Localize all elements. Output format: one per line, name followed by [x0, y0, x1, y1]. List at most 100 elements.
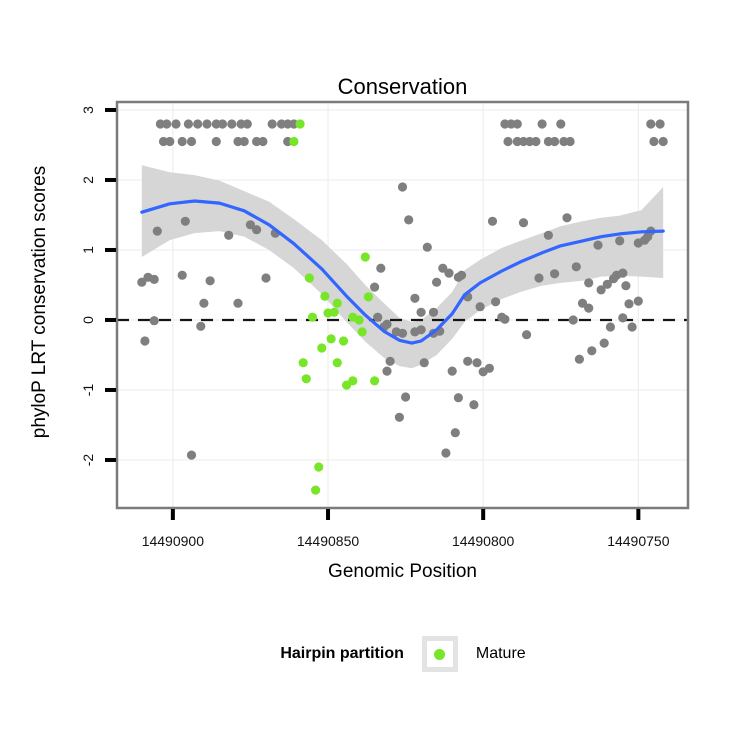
data-point — [602, 279, 612, 289]
data-point — [338, 336, 349, 346]
mature-point-icon — [434, 648, 446, 660]
data-point — [258, 136, 268, 147]
data-point — [463, 356, 473, 366]
data-point — [373, 312, 383, 322]
data-point — [205, 276, 215, 286]
data-point — [370, 376, 380, 386]
data-point — [475, 302, 485, 312]
y-tick-label: 1 — [80, 246, 96, 254]
data-point — [416, 325, 426, 335]
data-point — [401, 392, 411, 402]
data-layer — [117, 119, 688, 495]
data-point — [649, 136, 659, 147]
data-point — [382, 366, 392, 376]
x-tick-label: 14490900 — [141, 533, 204, 549]
data-point — [245, 220, 255, 230]
data-point — [568, 315, 578, 325]
data-point — [618, 268, 628, 278]
data-point — [422, 242, 432, 252]
data-point — [239, 136, 249, 147]
data-point — [320, 291, 330, 301]
data-point — [593, 240, 603, 250]
data-point — [605, 322, 616, 332]
legend-item-label: Mature — [475, 645, 526, 662]
data-point — [295, 119, 305, 129]
data-point — [376, 263, 386, 273]
data-point — [487, 216, 498, 226]
axis-ticks — [105, 107, 641, 520]
data-point — [500, 314, 510, 324]
data-point — [332, 298, 342, 308]
data-point — [385, 356, 395, 366]
data-point — [646, 119, 656, 129]
data-point — [314, 462, 324, 472]
data-point — [357, 327, 367, 337]
data-point — [177, 270, 187, 280]
data-point — [149, 274, 159, 284]
data-point — [199, 298, 209, 308]
data-point — [556, 119, 566, 129]
data-point — [196, 321, 206, 331]
data-point — [624, 299, 634, 309]
data-point — [332, 358, 342, 368]
data-point — [404, 215, 414, 225]
data-point — [531, 136, 541, 147]
data-point — [658, 136, 668, 147]
data-point — [450, 428, 460, 438]
data-point — [410, 293, 420, 303]
confidence-ribbon — [141, 165, 664, 369]
data-point — [370, 282, 380, 292]
data-point — [304, 273, 314, 283]
data-point — [162, 119, 172, 129]
data-point — [565, 136, 575, 147]
x-axis-label: Genomic Position — [328, 561, 477, 582]
data-point — [252, 136, 262, 147]
data-point — [183, 119, 193, 129]
data-point — [217, 119, 228, 129]
data-point — [621, 281, 631, 291]
data-point — [512, 119, 522, 129]
y-tick-label: -1 — [80, 383, 96, 397]
data-point — [534, 273, 544, 283]
panel-background — [117, 102, 688, 508]
data-point — [491, 297, 501, 307]
data-point — [360, 252, 370, 262]
data-point — [574, 354, 585, 364]
smooth-line — [140, 199, 665, 345]
data-point — [348, 376, 358, 386]
data-point — [397, 328, 408, 338]
page-title: Conservation — [337, 74, 468, 99]
data-point — [518, 218, 529, 228]
data-point — [618, 313, 628, 323]
y-tick-label: 0 — [80, 316, 96, 324]
data-point — [447, 366, 457, 376]
data-point — [298, 358, 308, 368]
data-point — [186, 450, 197, 460]
data-point — [627, 322, 637, 332]
data-point — [329, 307, 339, 317]
data-point — [326, 334, 336, 344]
data-point — [397, 182, 408, 192]
data-point — [224, 230, 234, 240]
data-point — [416, 307, 426, 317]
data-point — [503, 136, 513, 147]
x-tick-label: 14490850 — [296, 533, 360, 549]
data-point — [289, 136, 299, 147]
data-point — [171, 119, 181, 129]
data-point — [438, 263, 448, 273]
data-point — [469, 400, 479, 410]
data-point — [444, 268, 454, 278]
data-point — [267, 119, 277, 129]
data-point — [441, 448, 451, 458]
data-point — [550, 269, 560, 279]
data-point — [152, 226, 162, 236]
scatter-points-gray — [137, 119, 668, 460]
y-tick-label: 2 — [80, 176, 96, 184]
data-point — [587, 346, 597, 356]
data-point — [137, 277, 147, 287]
data-point — [428, 307, 439, 317]
data-point — [562, 213, 572, 223]
scatter-points-mature — [289, 119, 380, 495]
